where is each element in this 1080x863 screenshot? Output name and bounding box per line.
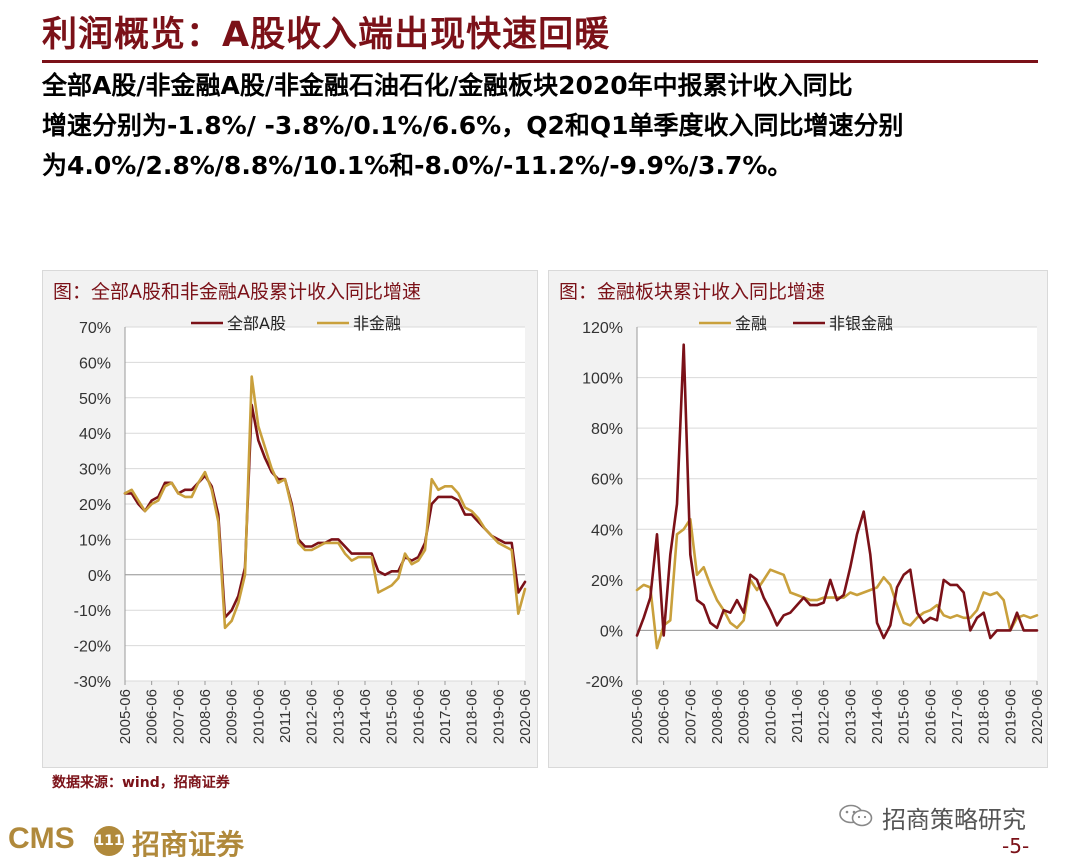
- y-tick-label: 80%: [591, 421, 623, 438]
- x-tick-label: 2007-06: [682, 689, 699, 744]
- chart-panel-financial: 图：金融板块累计收入同比增速 -20% 0% 20% 40% 60% 80% 100% 120…: [548, 270, 1048, 768]
- y-tick-label: 60%: [79, 355, 111, 372]
- x-tick-label: 2010-06: [250, 689, 267, 744]
- page-title: 利润概览：A股收入端出现快速回暖: [42, 15, 611, 55]
- x-tick-label: 2017-06: [437, 689, 454, 744]
- x-tick-label: 2008-06: [709, 689, 726, 744]
- y-tick-label: -30%: [74, 674, 111, 691]
- wechat-account-name: 招商策略研究: [882, 806, 1026, 834]
- x-tick-label: 2005-06: [629, 689, 646, 744]
- series-line: [635, 343, 1039, 640]
- chart-panel-a-share: 图：全部A股和非金融A股累计收入同比增速 -30% -20% -10% 0% 10% 20…: [42, 270, 538, 768]
- line-chart-a-share: -30% -20% -10% 0% 10% 20% 30% 40% 50% 60% 70% 2005-…: [74, 314, 534, 744]
- y-tick-label: -20%: [586, 674, 623, 691]
- x-tick-label: 2007-06: [170, 689, 187, 744]
- y-tick-label: 20%: [591, 573, 623, 590]
- x-tick-label: 2010-06: [762, 689, 779, 744]
- x-tick-label: 2017-06: [949, 689, 966, 744]
- x-tick-label: 2019-06: [490, 689, 507, 744]
- summary-line: 为4.0%/2.8%/8.8%/10.1%和-8.0%/-11.2%/-9.9%…: [42, 151, 793, 180]
- y-tick-label: 20%: [79, 497, 111, 514]
- x-tick-label: 2005-06: [117, 689, 134, 744]
- chart-title: 图：金融板块累计收入同比增速: [559, 281, 826, 303]
- x-tick-label: 2013-06: [842, 689, 859, 744]
- y-tick-label: 0%: [88, 568, 111, 585]
- x-tick-label: 2016-06: [410, 689, 427, 744]
- chart-title: 图：全部A股和非金融A股累计收入同比增速: [53, 281, 421, 303]
- y-tick-label: 60%: [591, 472, 623, 489]
- x-tick-label: 2009-06: [736, 689, 753, 744]
- logo-chinese-name: 招商证券: [132, 828, 245, 861]
- summary-line: 增速分别为-1.8%/ -3.8%/0.1%/6.6%，Q2和Q1单季度收入同比…: [42, 111, 904, 140]
- x-tick-label: 2019-06: [1002, 689, 1019, 744]
- y-tick-label: 30%: [79, 462, 111, 479]
- y-tick-label: 40%: [79, 426, 111, 443]
- y-tick-label: 40%: [591, 522, 623, 539]
- line-chart-financial: -20% 0% 20% 40% 60% 80% 100% 120% 2005-06 2006-06…: [582, 314, 1046, 744]
- x-tick-label: 2011-06: [277, 689, 294, 743]
- x-tick-label: 2006-06: [656, 689, 673, 744]
- x-tick-label: 2020-06: [1029, 689, 1046, 744]
- wechat-icon: [839, 804, 873, 827]
- x-tick-label: 2006-06: [144, 689, 161, 744]
- legend-label: 金融: [735, 314, 767, 333]
- x-tick-label: 2012-06: [304, 689, 321, 744]
- x-tick-label: 2009-06: [224, 689, 241, 744]
- legend-label: 全部A股: [227, 314, 286, 333]
- plot-area: [637, 327, 1037, 681]
- title-divider: [42, 60, 1038, 63]
- x-tick-label: 2014-06: [869, 689, 886, 744]
- logo-text: CMS: [8, 822, 75, 855]
- y-tick-label: 100%: [582, 371, 623, 388]
- y-tick-label: -20%: [74, 639, 111, 656]
- y-tick-label: 10%: [79, 532, 111, 549]
- y-tick-label: 70%: [79, 320, 111, 337]
- x-tick-label: 2016-06: [922, 689, 939, 744]
- x-tick-label: 2018-06: [464, 689, 481, 744]
- x-tick-label: 2020-06: [517, 689, 534, 744]
- x-tick-label: 2015-06: [384, 689, 401, 744]
- page-number: -5-: [1002, 834, 1030, 858]
- x-tick-label: 2012-06: [816, 689, 833, 744]
- y-tick-label: -10%: [74, 603, 111, 620]
- y-tick-label: 120%: [582, 320, 623, 337]
- x-tick-label: 2011-06: [789, 689, 806, 743]
- x-tick-label: 2013-06: [330, 689, 347, 744]
- legend-label: 非银金融: [829, 314, 893, 333]
- x-tick-label: 2015-06: [896, 689, 913, 744]
- logo-badge-icon: 111: [94, 826, 124, 856]
- summary-line: 全部A股/非金融A股/非金融石油石化/金融板块2020年中报累计收入同比: [42, 71, 853, 100]
- summary-text: 全部A股/非金融A股/非金融石油石化/金融板块2020年中报累计收入同比 增速分…: [42, 66, 1042, 186]
- y-tick-label: 50%: [79, 391, 111, 408]
- x-tick-label: 2008-06: [197, 689, 214, 744]
- data-source: 数据来源：wind，招商证券: [52, 775, 230, 791]
- x-tick-label: 2014-06: [357, 689, 374, 744]
- x-tick-label: 2018-06: [976, 689, 993, 744]
- series-line: [123, 375, 527, 630]
- legend-label: 非金融: [353, 314, 401, 333]
- y-tick-label: 0%: [600, 623, 623, 640]
